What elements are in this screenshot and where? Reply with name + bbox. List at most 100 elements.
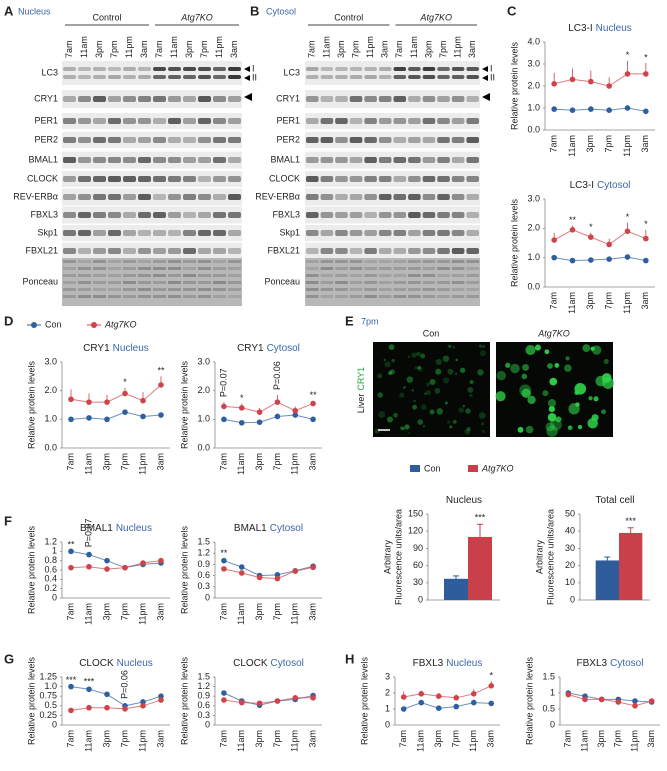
band bbox=[228, 118, 241, 124]
data-point bbox=[488, 700, 495, 707]
data-point bbox=[488, 683, 495, 689]
y-axis-label: Relative protein levels bbox=[26, 656, 36, 745]
ponceau-band bbox=[306, 281, 319, 284]
annotation: * bbox=[589, 222, 593, 232]
band bbox=[168, 137, 181, 143]
band bbox=[153, 137, 166, 143]
series-line bbox=[70, 384, 162, 403]
x-tick-label: 11am bbox=[567, 292, 577, 314]
ponceau-band bbox=[123, 295, 136, 298]
x-tick-label: 11pm bbox=[290, 453, 300, 475]
band bbox=[78, 194, 91, 200]
cell bbox=[399, 426, 404, 431]
ponceau-band bbox=[408, 260, 421, 263]
ponceau-band bbox=[183, 295, 196, 298]
data-point bbox=[104, 557, 110, 564]
ponceau-band bbox=[408, 267, 421, 270]
band bbox=[138, 248, 151, 254]
band bbox=[422, 230, 436, 236]
ponceau-band bbox=[93, 288, 106, 291]
stain-label: Liver CRY1 bbox=[356, 367, 366, 413]
title: CRY1 bbox=[237, 343, 264, 354]
ponceau-band bbox=[451, 295, 465, 298]
band bbox=[393, 118, 407, 124]
y-tick-label: 0.4 bbox=[44, 574, 57, 584]
band bbox=[123, 230, 136, 236]
band bbox=[108, 75, 121, 79]
ponceau-band bbox=[183, 267, 196, 270]
ponceau-band bbox=[422, 281, 436, 284]
data-point bbox=[565, 691, 572, 698]
blot-strip bbox=[305, 242, 480, 260]
data-point bbox=[104, 704, 110, 711]
band bbox=[466, 248, 479, 254]
annotation: * bbox=[626, 212, 630, 222]
x-tick-label: 7am bbox=[398, 730, 408, 748]
x-tick-label: 7am bbox=[563, 730, 573, 748]
band bbox=[393, 67, 407, 71]
series-line bbox=[223, 560, 314, 577]
band bbox=[364, 157, 377, 163]
band bbox=[466, 157, 479, 163]
ponceau-band bbox=[153, 274, 166, 277]
cell bbox=[411, 352, 417, 358]
band bbox=[349, 230, 363, 236]
band bbox=[183, 118, 196, 124]
chart-title: LC3-I Nucleus bbox=[568, 23, 632, 34]
band bbox=[320, 118, 334, 124]
band bbox=[466, 118, 479, 124]
band bbox=[153, 96, 166, 102]
cell bbox=[429, 409, 435, 415]
micrograph-title: Atg7KO bbox=[537, 328, 570, 338]
band bbox=[451, 75, 465, 79]
x-tick-label: 11am bbox=[236, 453, 246, 475]
ponceau-band bbox=[437, 295, 450, 298]
series-line bbox=[568, 694, 652, 707]
ponceau-band bbox=[138, 281, 151, 284]
x-tick-label: 7am bbox=[549, 292, 559, 310]
band bbox=[422, 67, 436, 71]
row-label: Ponceau bbox=[22, 276, 58, 286]
ponceau-band bbox=[138, 267, 151, 270]
data-point bbox=[104, 566, 110, 572]
cell bbox=[426, 382, 431, 387]
ponceau-band bbox=[306, 288, 319, 291]
cell bbox=[403, 386, 406, 389]
band bbox=[168, 118, 181, 124]
band bbox=[153, 157, 166, 163]
band bbox=[378, 248, 392, 254]
y-tick-label: 3.0 bbox=[197, 356, 210, 366]
ponceau-band bbox=[153, 267, 166, 270]
band bbox=[320, 75, 334, 79]
cell bbox=[377, 392, 383, 398]
band bbox=[153, 194, 166, 200]
data-point bbox=[588, 78, 594, 85]
annotation: P=0.07 bbox=[218, 368, 228, 397]
ponceau-band bbox=[213, 260, 226, 263]
annotation: P=0.06 bbox=[119, 670, 129, 699]
ponceau-band bbox=[378, 267, 392, 270]
band bbox=[93, 67, 106, 71]
y-tick-label: 0.0 bbox=[44, 442, 57, 452]
lane-label: 3pm bbox=[336, 40, 346, 58]
y-tick-label: 1.2 bbox=[197, 548, 210, 558]
cell bbox=[449, 425, 453, 429]
y-tick-label: 2.0 bbox=[197, 385, 210, 395]
band bbox=[108, 137, 121, 143]
legend-label: Con bbox=[45, 319, 62, 329]
blot-strip bbox=[305, 258, 480, 306]
band bbox=[108, 248, 121, 254]
y-tick-label: 150 bbox=[408, 508, 423, 518]
ponceau-band bbox=[183, 281, 196, 284]
band bbox=[213, 75, 226, 79]
chart-title: BMAL1 Cytosol bbox=[234, 523, 303, 534]
ponceau-band bbox=[378, 260, 392, 263]
row-label: PER1 bbox=[34, 115, 58, 125]
data-point bbox=[310, 564, 316, 571]
band bbox=[408, 75, 421, 79]
band bbox=[364, 75, 377, 79]
cell bbox=[545, 422, 555, 432]
ponceau-band bbox=[378, 295, 392, 298]
x-tick-label: 3pm bbox=[254, 730, 264, 748]
annotation: * bbox=[123, 377, 127, 387]
